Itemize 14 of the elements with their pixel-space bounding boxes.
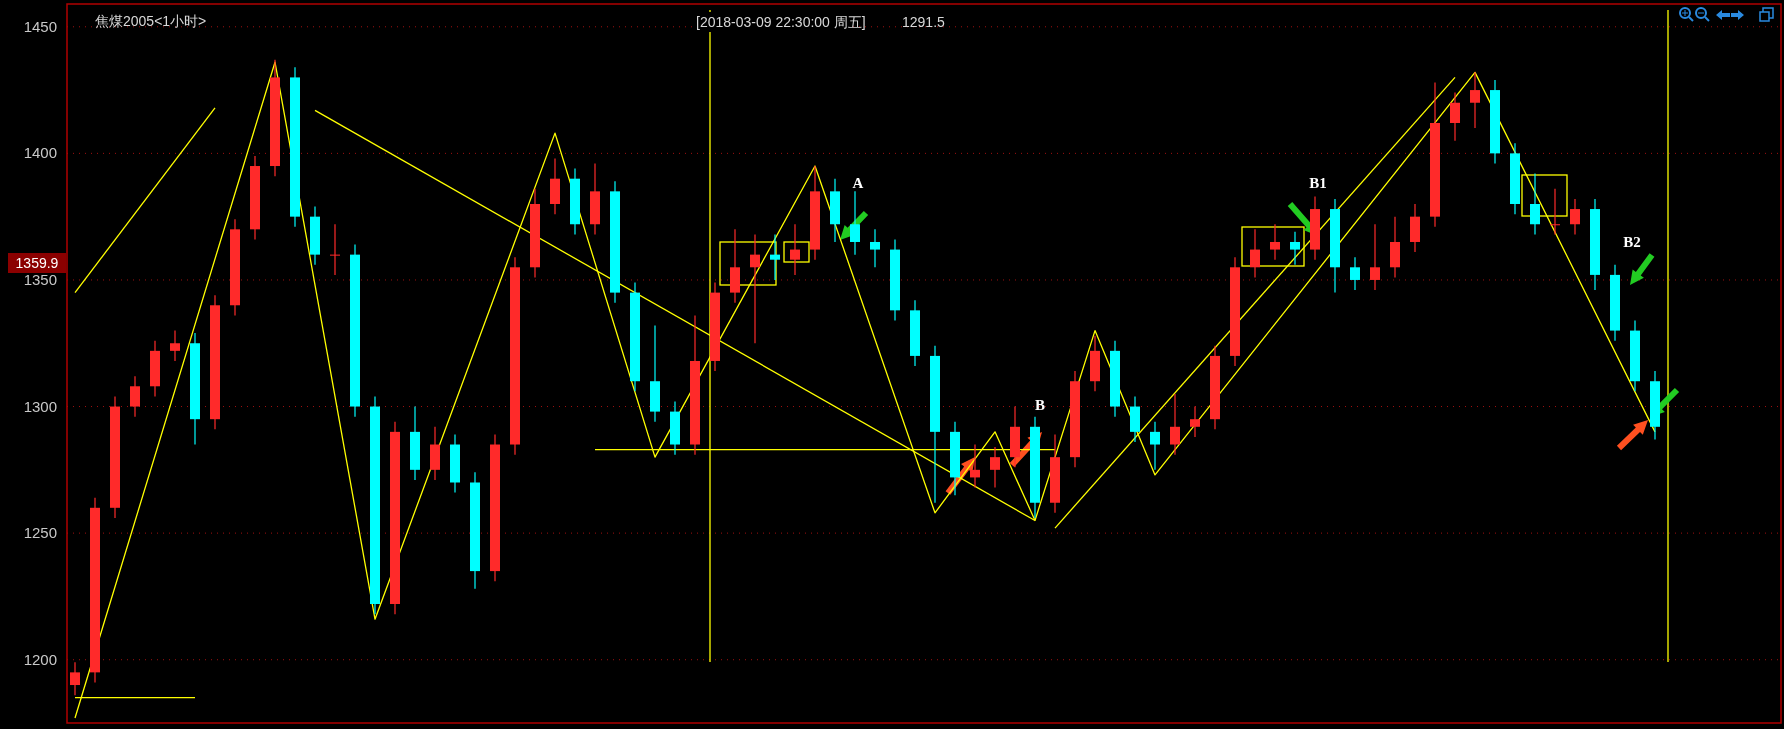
- y-tick-label: 1300: [23, 397, 57, 415]
- y-tick-label: 1250: [23, 524, 57, 542]
- annotation: B2: [1623, 234, 1641, 250]
- annotation: B: [1034, 397, 1046, 413]
- annotation: 焦煤2005<1小时>: [95, 13, 207, 29]
- annotation: [2018-03-09 22:30:00 周五]: [696, 14, 866, 30]
- y-tick-label: 1450: [23, 17, 57, 35]
- annotation: B1: [1309, 175, 1327, 191]
- y-tick-label: 1200: [23, 650, 57, 668]
- y-tick-label: 1350: [23, 270, 57, 288]
- annotation: 1291.5: [902, 14, 946, 30]
- y-tick-label: 1400: [23, 144, 57, 162]
- annotation: A: [852, 175, 864, 191]
- text: 1359.9: [15, 255, 59, 271]
